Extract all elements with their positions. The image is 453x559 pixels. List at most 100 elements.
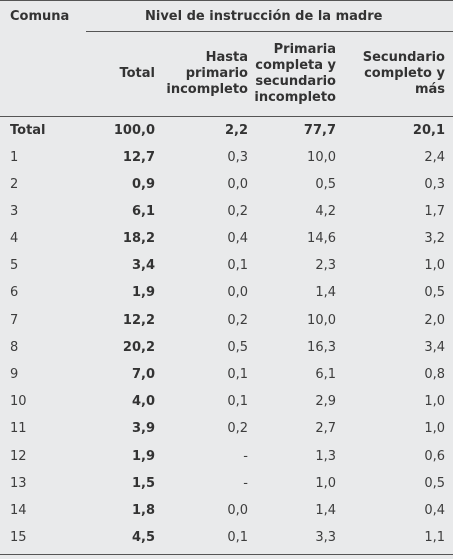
hasta-cell: 0,1 <box>227 394 248 409</box>
secundario-cell: 1,0 <box>424 421 445 436</box>
primaria-cell: 1,0 <box>315 476 336 491</box>
hasta-cell: - <box>243 449 248 464</box>
secundario-cell: 1,0 <box>424 394 445 409</box>
primaria-cell: 14,6 <box>307 231 336 246</box>
primaria-cell: 2,9 <box>315 394 336 409</box>
secundario-cell: 0,6 <box>424 449 445 464</box>
hasta-cell: 0,4 <box>227 231 248 246</box>
header-secundario-line-2: completo y <box>364 66 445 81</box>
total-cell: 0,9 <box>131 177 155 192</box>
hasta-cell: 0,5 <box>227 340 248 355</box>
table-row: 5 3,4 0,1 2,3 1,0 <box>0 255 453 277</box>
secundario-cell: 0,3 <box>424 177 445 192</box>
comuna-cell: 7 <box>10 313 19 328</box>
secundario-cell: 1,7 <box>424 204 445 219</box>
hasta-cell: 0,2 <box>227 204 248 219</box>
hasta-cell: 0,0 <box>227 285 248 300</box>
header-hasta-line-3: incompleto <box>166 82 248 97</box>
total-cell: 1,9 <box>131 449 155 464</box>
comuna-cell: Total <box>10 123 46 138</box>
primaria-cell: 4,2 <box>315 204 336 219</box>
bottom-rule <box>0 554 453 555</box>
secundario-cell: 1,1 <box>424 530 445 545</box>
hasta-cell: 0,1 <box>227 367 248 382</box>
secundario-cell: 3,2 <box>424 231 445 246</box>
header-secundario-line-1: Secundario <box>362 50 445 65</box>
primaria-cell: 16,3 <box>307 340 336 355</box>
header-bottom-rule <box>0 116 453 117</box>
header-primaria-line-1: Primaria <box>273 42 336 57</box>
table-row: 15 4,5 0,1 3,3 1,1 <box>0 527 453 549</box>
total-cell: 1,5 <box>131 476 155 491</box>
secundario-cell: 1,0 <box>424 258 445 273</box>
header-secundario-line-3: más <box>414 82 445 97</box>
secundario-cell: 0,5 <box>424 476 445 491</box>
hasta-cell: 0,1 <box>227 530 248 545</box>
table-row: 7 12,2 0,2 10,0 2,0 <box>0 310 453 332</box>
total-cell: 100,0 <box>113 123 155 138</box>
comuna-cell: 5 <box>10 258 19 273</box>
comuna-cell: 13 <box>10 476 27 491</box>
secundario-cell: 20,1 <box>412 123 445 138</box>
table-row: 8 20,2 0,5 16,3 3,4 <box>0 337 453 359</box>
primaria-cell: 10,0 <box>307 150 336 165</box>
secundario-cell: 0,8 <box>424 367 445 382</box>
table-row: 10 4,0 0,1 2,9 1,0 <box>0 391 453 413</box>
comuna-cell: 11 <box>10 421 27 436</box>
hasta-cell: 0,3 <box>227 150 248 165</box>
header-hasta-line-1: Hasta <box>205 50 248 65</box>
comuna-cell: 4 <box>10 231 19 246</box>
total-cell: 20,2 <box>122 340 155 355</box>
table-row: 1 12,7 0,3 10,0 2,4 <box>0 147 453 169</box>
hasta-cell: 0,2 <box>227 421 248 436</box>
header-primaria-line-3: secundario <box>255 74 336 89</box>
table-row: 13 1,5 - 1,0 0,5 <box>0 473 453 495</box>
hasta-cell: 0,1 <box>227 258 248 273</box>
primaria-cell: 10,0 <box>307 313 336 328</box>
table-row: 2 0,9 0,0 0,5 0,3 <box>0 174 453 196</box>
comuna-cell: 2 <box>10 177 19 192</box>
header-comuna: Comuna <box>10 9 70 24</box>
primaria-cell: 2,3 <box>315 258 336 273</box>
header-primaria-line-2: completa y <box>255 58 336 73</box>
total-cell: 1,9 <box>131 285 155 300</box>
comuna-cell: 10 <box>10 394 27 409</box>
comuna-cell: 15 <box>10 530 27 545</box>
secundario-cell: 2,0 <box>424 313 445 328</box>
table-row: 14 1,8 0,0 1,4 0,4 <box>0 500 453 522</box>
comuna-cell: 9 <box>10 367 19 382</box>
header-primaria-line-4: incompleto <box>254 90 336 105</box>
total-cell: 3,9 <box>131 421 155 436</box>
hasta-cell: 0,0 <box>227 177 248 192</box>
total-cell: 3,4 <box>131 258 155 273</box>
header-hasta-line-2: primario <box>185 66 248 81</box>
primaria-cell: 1,3 <box>315 449 336 464</box>
comuna-cell: 1 <box>10 150 19 165</box>
top-rule <box>0 0 453 1</box>
comuna-cell: 3 <box>10 204 19 219</box>
total-cell: 18,2 <box>122 231 155 246</box>
primaria-cell: 1,4 <box>315 285 336 300</box>
comuna-cell: 6 <box>10 285 19 300</box>
table-row: 6 1,9 0,0 1,4 0,5 <box>0 282 453 304</box>
secundario-cell: 0,4 <box>424 503 445 518</box>
comuna-cell: 8 <box>10 340 19 355</box>
comuna-cell: 12 <box>10 449 27 464</box>
table-row: 12 1,9 - 1,3 0,6 <box>0 446 453 468</box>
table-row: 11 3,9 0,2 2,7 1,0 <box>0 418 453 440</box>
comuna-cell: 14 <box>10 503 27 518</box>
primaria-cell: 1,4 <box>315 503 336 518</box>
primaria-cell: 0,5 <box>315 177 336 192</box>
total-cell: 4,0 <box>131 394 155 409</box>
secundario-cell: 0,5 <box>424 285 445 300</box>
header-primaria: Primaria completa y secundario incomplet… <box>250 42 336 106</box>
secundario-cell: 3,4 <box>424 340 445 355</box>
total-cell: 4,5 <box>131 530 155 545</box>
hasta-cell: - <box>243 476 248 491</box>
total-cell: 12,7 <box>122 150 155 165</box>
primaria-cell: 2,7 <box>315 421 336 436</box>
hasta-cell: 0,2 <box>227 313 248 328</box>
primaria-cell: 3,3 <box>315 530 336 545</box>
total-cell: 12,2 <box>122 313 155 328</box>
